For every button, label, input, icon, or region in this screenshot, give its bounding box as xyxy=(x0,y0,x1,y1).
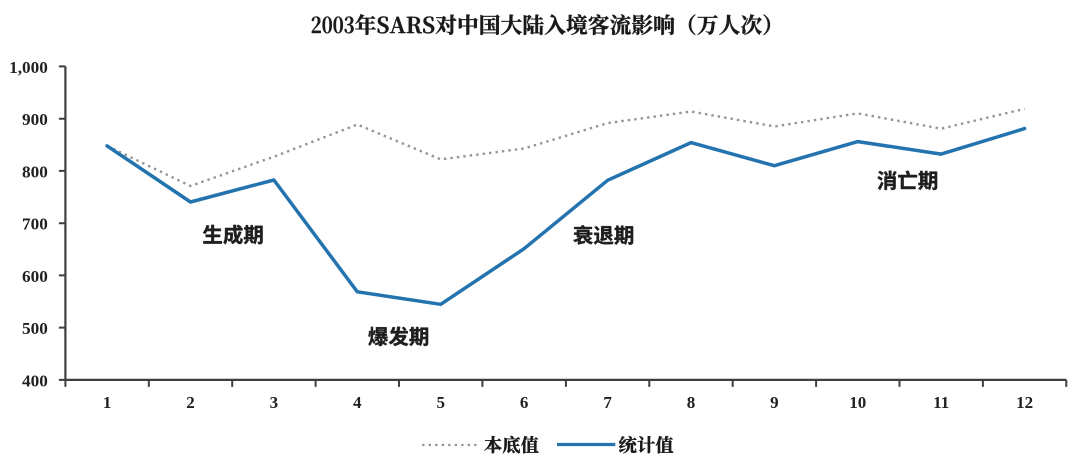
svg-text:7: 7 xyxy=(603,393,612,412)
svg-text:3: 3 xyxy=(270,393,279,412)
svg-text:600: 600 xyxy=(22,267,48,286)
svg-text:8: 8 xyxy=(687,393,696,412)
svg-text:400: 400 xyxy=(22,371,48,390)
svg-text:700: 700 xyxy=(22,215,48,234)
svg-text:11: 11 xyxy=(933,393,949,412)
svg-text:12: 12 xyxy=(1016,393,1033,412)
svg-text:500: 500 xyxy=(22,319,48,338)
svg-text:9: 9 xyxy=(770,393,779,412)
svg-text:4: 4 xyxy=(353,393,362,412)
svg-text:800: 800 xyxy=(22,162,48,181)
svg-text:900: 900 xyxy=(22,110,48,129)
svg-text:1: 1 xyxy=(103,393,112,412)
svg-text:6: 6 xyxy=(520,393,529,412)
svg-text:2: 2 xyxy=(186,393,195,412)
svg-text:10: 10 xyxy=(849,393,866,412)
svg-text:5: 5 xyxy=(436,393,445,412)
svg-text:1,000: 1,000 xyxy=(9,58,48,77)
